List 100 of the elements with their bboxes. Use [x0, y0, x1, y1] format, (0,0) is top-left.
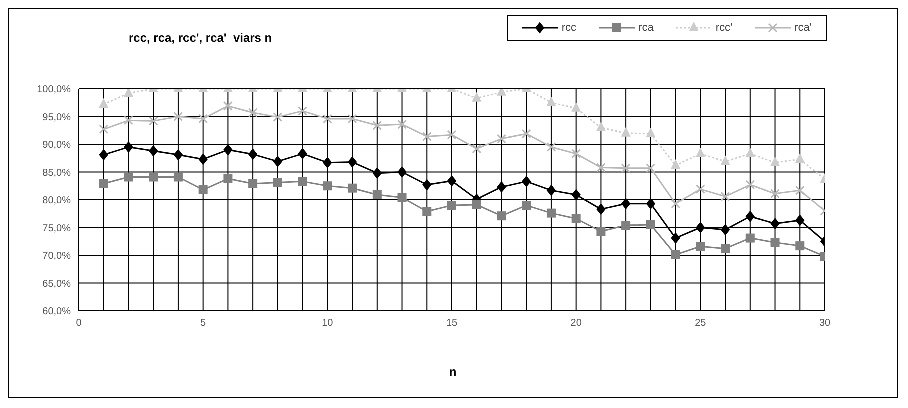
y-tick-label: 100,0% — [37, 84, 72, 96]
point — [622, 221, 631, 230]
point — [497, 212, 506, 221]
point — [770, 218, 780, 230]
point — [372, 190, 382, 200]
legend-label: rcc' — [716, 22, 733, 34]
point — [671, 160, 680, 170]
point — [596, 227, 606, 236]
point — [99, 99, 108, 108]
point — [622, 198, 631, 210]
point — [696, 222, 706, 234]
y-tick-label: 75,0% — [42, 223, 72, 234]
point — [497, 182, 506, 193]
point — [224, 144, 233, 156]
point — [149, 146, 158, 157]
point — [348, 114, 358, 124]
point — [721, 224, 730, 236]
point — [522, 129, 532, 139]
point — [596, 204, 606, 215]
point — [149, 172, 158, 182]
x-tick-label: 0 — [76, 318, 82, 330]
point — [696, 242, 706, 252]
point — [422, 207, 432, 216]
legend-label: rca — [638, 22, 654, 34]
point — [448, 176, 456, 187]
legend-label: rca' — [794, 22, 812, 34]
point — [124, 89, 134, 97]
point — [248, 148, 258, 160]
point — [572, 190, 581, 201]
point — [721, 156, 730, 166]
point — [372, 168, 382, 179]
point — [671, 199, 681, 209]
point — [496, 134, 506, 144]
point — [796, 215, 805, 226]
point — [646, 220, 656, 230]
point — [148, 116, 158, 126]
point — [770, 157, 780, 166]
y-tick-label: 90,0% — [42, 140, 72, 152]
point — [770, 189, 780, 199]
point — [422, 132, 432, 142]
point — [447, 130, 457, 140]
point — [572, 149, 582, 159]
point — [572, 214, 581, 224]
point — [224, 174, 233, 184]
y-tick-label: 70,0% — [42, 251, 72, 262]
point — [621, 164, 631, 174]
point — [174, 172, 183, 182]
point — [746, 180, 756, 190]
point — [546, 97, 556, 106]
point — [646, 128, 656, 138]
point — [796, 154, 805, 163]
point — [472, 200, 482, 210]
point — [448, 201, 456, 210]
point — [398, 193, 407, 202]
point — [298, 148, 308, 160]
point — [198, 186, 208, 195]
point — [322, 114, 332, 124]
point — [795, 186, 805, 196]
point — [671, 232, 680, 244]
point — [174, 150, 183, 161]
point — [746, 211, 755, 222]
chart-title: rcc, rca, rcc', rca' viars n — [129, 31, 272, 45]
point — [622, 128, 631, 137]
x-tick-label: 25 — [695, 318, 707, 330]
point — [472, 92, 482, 102]
point — [422, 180, 432, 191]
point — [273, 156, 282, 168]
point — [522, 176, 532, 188]
point — [398, 166, 407, 178]
point — [522, 201, 532, 210]
y-tick-label: 95,0% — [42, 112, 72, 124]
point — [696, 148, 706, 158]
point — [696, 184, 706, 194]
point — [298, 177, 308, 186]
point — [472, 144, 482, 154]
y-tick-label: 60,0% — [42, 306, 72, 318]
point — [398, 120, 408, 130]
point — [546, 142, 556, 152]
point — [99, 124, 109, 134]
point — [124, 116, 134, 126]
point — [198, 114, 208, 124]
point — [223, 101, 233, 111]
point — [248, 108, 258, 118]
point — [596, 122, 606, 132]
x-tick-label: 20 — [570, 318, 582, 330]
point — [746, 234, 755, 243]
x-tick-label: 5 — [200, 318, 207, 330]
point — [124, 172, 134, 182]
point — [372, 120, 382, 130]
point — [721, 244, 730, 254]
point — [348, 184, 358, 193]
point — [497, 89, 506, 96]
legend-label: rcc — [562, 22, 577, 34]
point — [298, 106, 308, 116]
x-tick-label: 10 — [322, 318, 334, 330]
point — [646, 164, 656, 174]
point — [99, 150, 108, 161]
y-tick-label: 80,0% — [42, 196, 72, 207]
point — [273, 178, 282, 188]
point — [174, 112, 184, 122]
